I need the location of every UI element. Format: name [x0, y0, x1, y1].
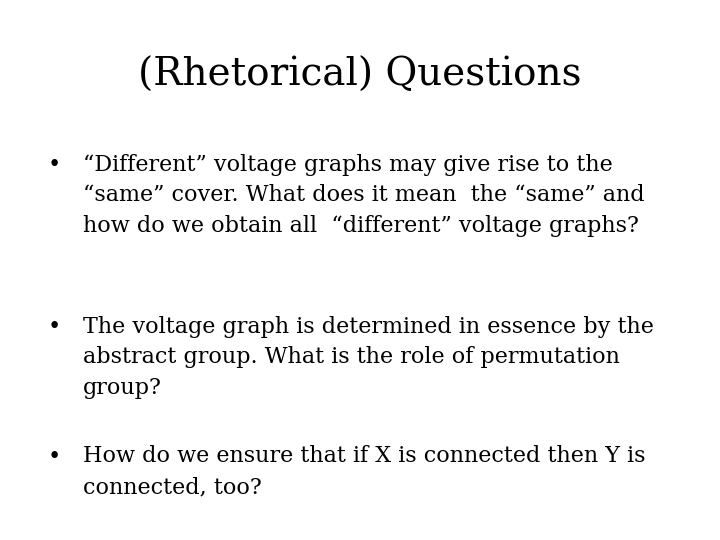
Text: group?: group?: [83, 377, 162, 399]
Text: •: •: [48, 316, 60, 338]
Text: abstract group. What is the role of permutation: abstract group. What is the role of perm…: [83, 347, 620, 368]
Text: how do we obtain all  “different” voltage graphs?: how do we obtain all “different” voltage…: [83, 215, 639, 237]
Text: connected, too?: connected, too?: [83, 476, 261, 498]
Text: (Rhetorical) Questions: (Rhetorical) Questions: [138, 57, 582, 94]
Text: The voltage graph is determined in essence by the: The voltage graph is determined in essen…: [83, 316, 654, 338]
Text: How do we ensure that if X is connected then Y is: How do we ensure that if X is connected …: [83, 446, 645, 468]
Text: “same” cover. What does it mean  the “same” and: “same” cover. What does it mean the “sam…: [83, 185, 644, 206]
Text: •: •: [48, 446, 60, 468]
Text: “Different” voltage graphs may give rise to the: “Different” voltage graphs may give rise…: [83, 154, 613, 176]
Text: •: •: [48, 154, 60, 176]
